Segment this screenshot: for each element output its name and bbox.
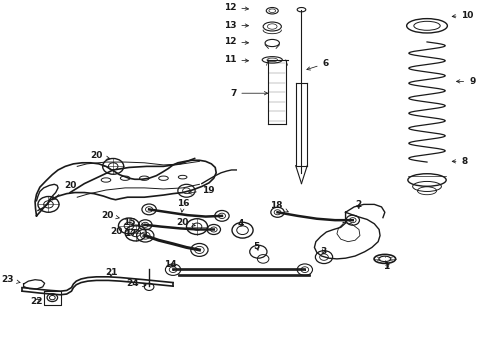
Text: 17: 17	[124, 229, 146, 238]
Text: 20: 20	[101, 211, 119, 220]
Text: 20: 20	[110, 228, 129, 237]
Text: 19: 19	[189, 185, 215, 194]
Text: 12: 12	[224, 37, 248, 46]
Text: 16: 16	[177, 199, 190, 212]
Text: 20: 20	[52, 181, 76, 200]
Text: 12: 12	[224, 3, 248, 12]
Text: 8: 8	[452, 157, 468, 166]
Text: 7: 7	[230, 89, 268, 98]
Text: 14: 14	[165, 260, 177, 269]
Text: 21: 21	[105, 268, 118, 277]
Text: 24: 24	[126, 279, 146, 288]
Text: 15: 15	[123, 218, 145, 227]
Text: 13: 13	[224, 21, 248, 30]
Text: 1: 1	[383, 262, 390, 271]
Text: 4: 4	[238, 219, 244, 228]
Text: 6: 6	[307, 59, 329, 70]
Text: 20: 20	[90, 151, 110, 160]
Text: 9: 9	[457, 77, 476, 86]
Text: 20: 20	[176, 218, 195, 227]
Text: 5: 5	[253, 242, 260, 251]
Text: 23: 23	[1, 275, 20, 284]
Text: 11: 11	[224, 55, 248, 64]
Text: 10: 10	[452, 10, 474, 19]
Text: 18: 18	[270, 201, 288, 212]
Text: 2: 2	[355, 200, 362, 209]
Text: 22: 22	[30, 297, 43, 306]
Text: 3: 3	[320, 247, 327, 256]
